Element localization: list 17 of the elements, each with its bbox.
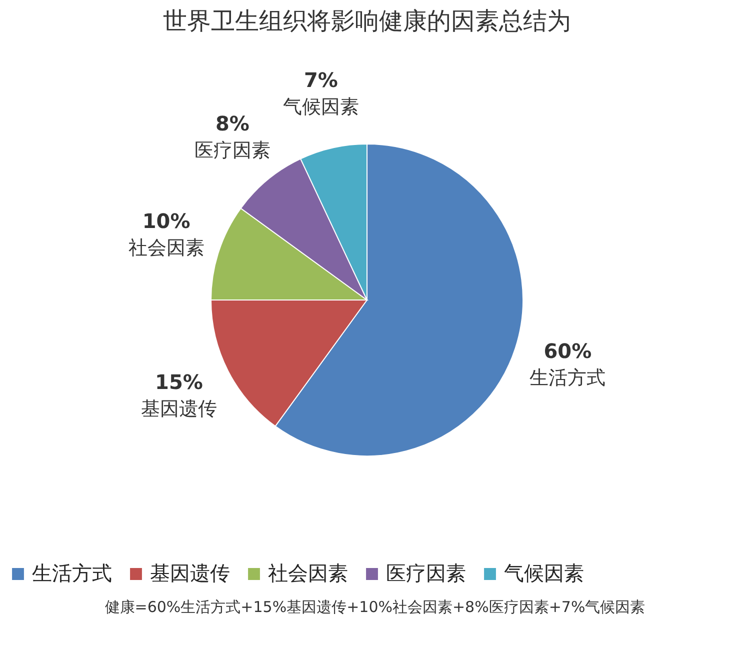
- slice-label: 社会因素: [128, 236, 204, 259]
- legend-label: 气候因素: [504, 561, 584, 585]
- data-label: 60%: [544, 339, 592, 364]
- slice-label: 气候因素: [282, 96, 359, 118]
- data-label: 8%: [216, 111, 250, 136]
- slice-label: 生活方式: [530, 367, 606, 390]
- data-label: 7%: [304, 68, 338, 92]
- chart-title: 世界卫生组织将影响健康的因素总结为: [163, 7, 571, 35]
- legend-label: 基因遗传: [150, 561, 230, 585]
- slice-label: 基因遗传: [141, 398, 217, 420]
- legend-label: 社会因素: [268, 561, 348, 585]
- legend-label: 生活方式: [32, 561, 112, 585]
- text: 健康=60%生活方式+15%基因遗传+10%社会因素+8%医疗因素+7%气候因素: [104, 598, 646, 617]
- data-label: 10%: [142, 208, 190, 233]
- data-label: 15%: [155, 370, 203, 394]
- legend-label: 医疗因素: [386, 561, 466, 585]
- slice-label: 医疗因素: [194, 139, 271, 162]
